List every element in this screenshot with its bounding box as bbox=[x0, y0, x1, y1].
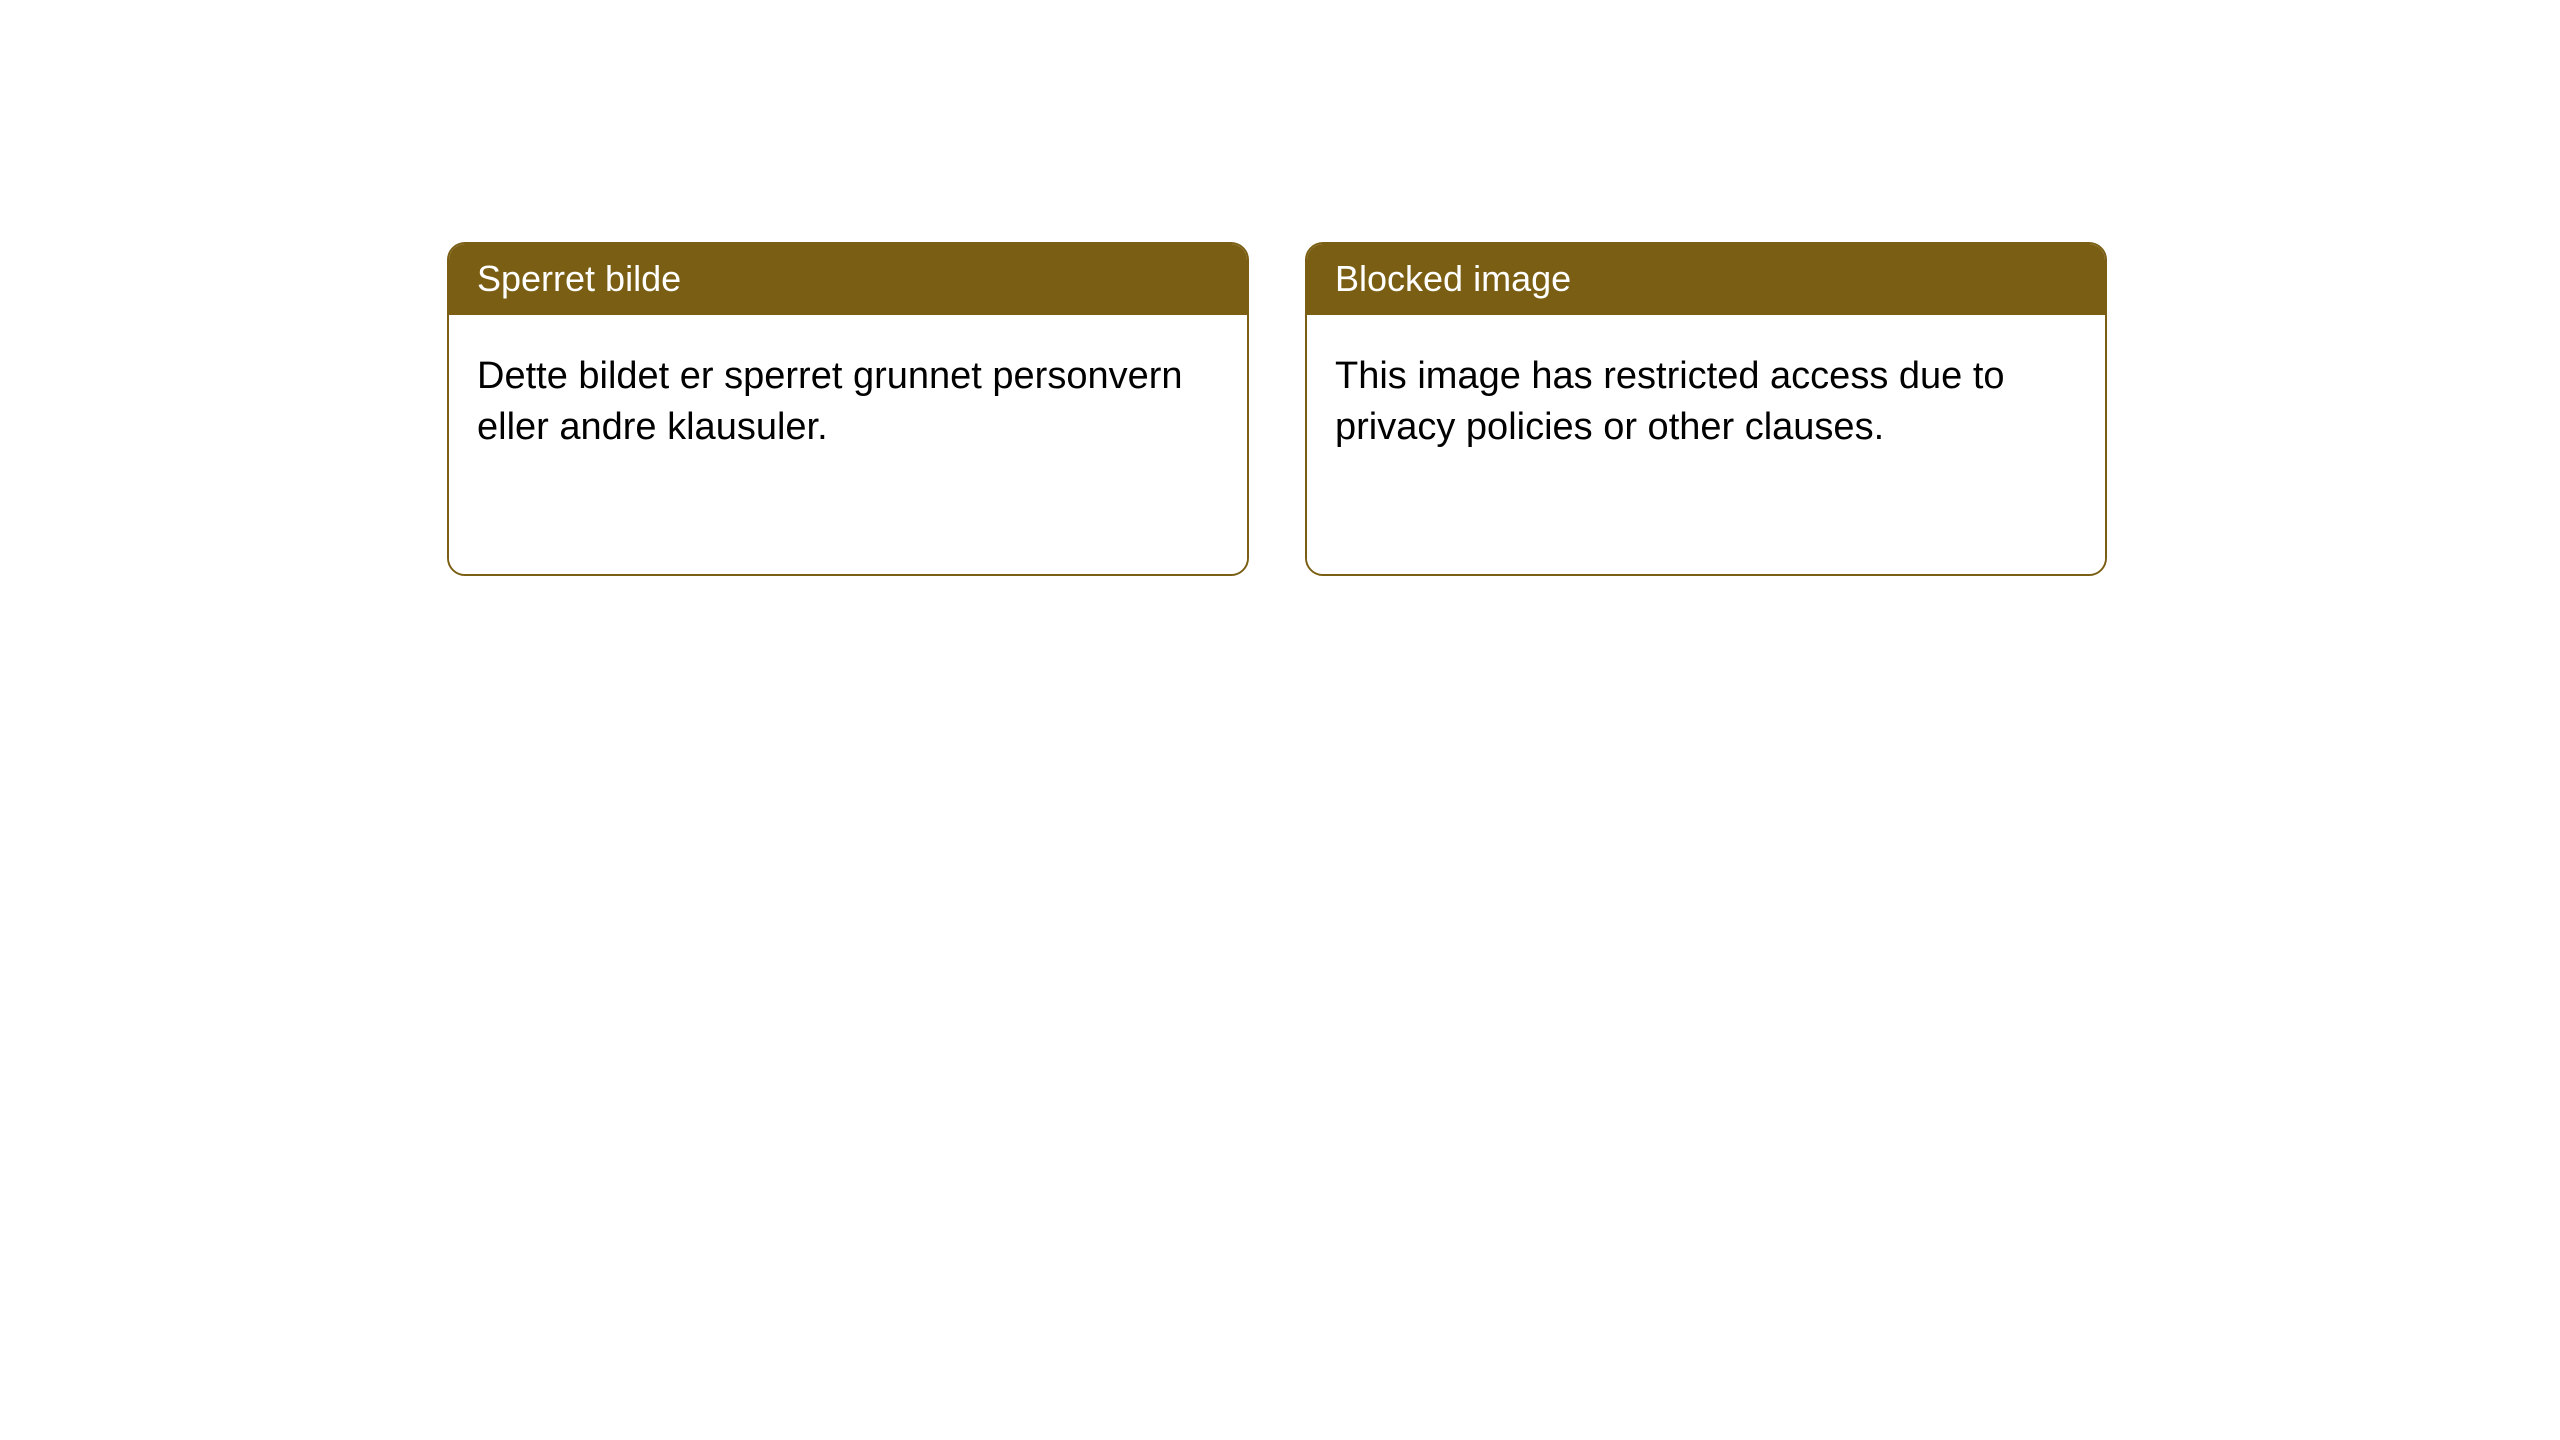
notice-container: Sperret bilde Dette bildet er sperret gr… bbox=[0, 0, 2560, 576]
notice-header-norwegian: Sperret bilde bbox=[449, 244, 1247, 315]
notice-card-english: Blocked image This image has restricted … bbox=[1305, 242, 2107, 576]
notice-body-english: This image has restricted access due to … bbox=[1307, 315, 2105, 574]
notice-header-english: Blocked image bbox=[1307, 244, 2105, 315]
notice-body-norwegian: Dette bildet er sperret grunnet personve… bbox=[449, 315, 1247, 574]
notice-card-norwegian: Sperret bilde Dette bildet er sperret gr… bbox=[447, 242, 1249, 576]
